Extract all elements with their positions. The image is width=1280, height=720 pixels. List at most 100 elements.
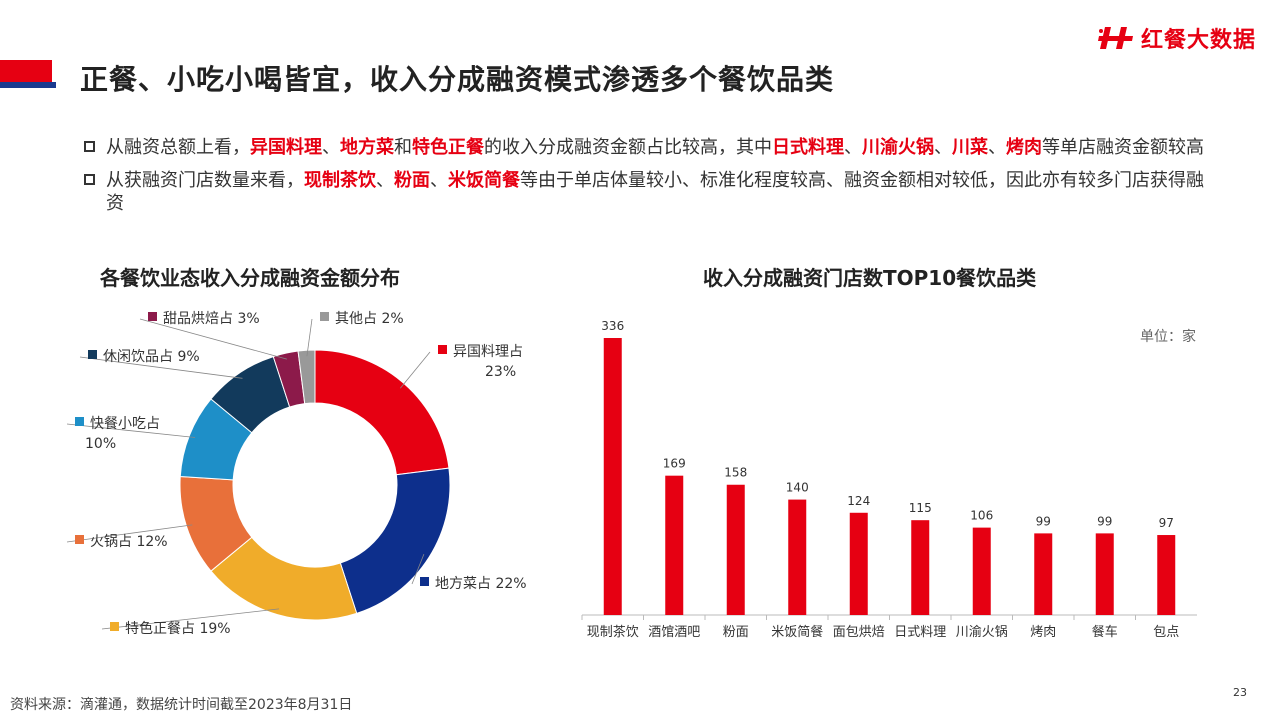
x-tick-label: 面包烘焙 — [833, 625, 885, 640]
source-note: 资料来源：滴灌通，数据统计时间截至2023年8月31日 — [10, 697, 353, 713]
bullet-segment: 、 — [376, 170, 394, 191]
bar — [972, 527, 991, 615]
leader-line — [306, 318, 313, 357]
bullet-segment: 、 — [844, 137, 862, 158]
bar — [665, 475, 684, 615]
leader-line — [399, 351, 431, 389]
bar — [1034, 533, 1053, 615]
slice-label-name: 快餐小吃占 — [90, 416, 160, 432]
legend-swatch — [438, 345, 447, 354]
slice-label-value: 23% — [485, 364, 516, 380]
bar-value-label: 124 — [847, 494, 870, 508]
x-tick-label: 现制茶饮 — [587, 624, 639, 640]
bullet-segment: 、 — [322, 137, 340, 158]
leader-line — [66, 524, 193, 543]
bar — [1157, 535, 1176, 615]
bullet-segment: 从获融资门店数量来看， — [106, 170, 304, 191]
bullet-text: 从获融资门店数量来看，现制茶饮、粉面、米饭简餐等由于单店体量较小、标准化程度较高… — [106, 170, 1204, 214]
highlight-text: 地方菜 — [340, 137, 394, 158]
bullet-box-icon — [84, 174, 95, 185]
bullet-list: 从融资总额上看，异国料理、地方菜和特色正餐的收入分成融资金额占比较高，其中日式料… — [84, 136, 1204, 225]
highlight-text: 特色正餐 — [412, 137, 484, 158]
slice-label: 火锅占 12% — [90, 534, 168, 550]
bullet-box-icon — [84, 141, 95, 152]
bullet-segment: 等单店融资金额较高 — [1042, 137, 1204, 158]
bar-value-label: 140 — [786, 481, 809, 495]
unit-label: 单位：家 — [1140, 328, 1196, 345]
bar-chart-title: 收入分成融资门店数TOP10餐饮品类 — [703, 266, 1037, 290]
legend-swatch — [320, 312, 329, 321]
bar — [849, 512, 868, 615]
bar-chart: 单位：家 336 现制茶饮 169 酒馆酒吧 158 粉面 140 米饭简餐 124 面包烘焙 115… — [581, 319, 1197, 640]
donut-chart-title: 各餐饮业态收入分成融资金额分布 — [100, 266, 400, 290]
leader-line — [66, 423, 196, 438]
highlight-text: 川渝火锅 — [862, 137, 934, 158]
title-accent-red — [0, 60, 52, 86]
leader-line — [139, 318, 287, 360]
highlight-text: 日式料理 — [772, 137, 844, 158]
bar — [603, 338, 622, 615]
bar-value-label: 158 — [724, 466, 747, 480]
slice-label-value: 10% — [85, 436, 116, 452]
bar-value-label: 97 — [1159, 516, 1174, 530]
page-number: 23 — [1233, 686, 1247, 699]
slice-label: 休闲饮品占 9% — [103, 349, 200, 365]
donut-slice — [339, 467, 451, 615]
bullet-item-1: 从融资总额上看，异国料理、地方菜和特色正餐的收入分成融资金额占比较高，其中日式料… — [84, 136, 1204, 159]
bar — [726, 484, 745, 615]
slice-label-name: 异国料理占 — [453, 344, 523, 360]
x-tick-label: 酒馆酒吧 — [648, 625, 700, 640]
legend-swatch — [75, 535, 84, 544]
bar-value-label: 115 — [909, 501, 932, 515]
donut-chart: 异国料理占 23% 地方菜占 22% 特色正餐占 19% 火锅占 12% 快餐小吃占 10%… — [66, 311, 527, 637]
bar-value-label: 99 — [1097, 514, 1112, 528]
highlight-text: 川菜 — [952, 137, 988, 158]
leader-line — [79, 356, 243, 379]
legend-swatch — [88, 350, 97, 359]
bar — [911, 520, 930, 615]
bullet-segment: 等由于单店体量较小、标准化程度较高、融资金额相对较低，因此亦有较多门店获得融资 — [106, 170, 1204, 214]
leader-line — [411, 553, 425, 585]
bullet-segment: 的收入分成融资金额占比较高，其中 — [484, 137, 772, 158]
bar — [1095, 533, 1114, 615]
leader-line — [101, 608, 280, 630]
highlight-text: 异国料理 — [250, 137, 322, 158]
bullet-item-2: 从获融资门店数量来看，现制茶饮、粉面、米饭简餐等由于单店体量较小、标准化程度较高… — [84, 169, 1204, 215]
brand-logo: 红餐大数据 — [1097, 22, 1256, 54]
x-tick-label: 烤肉 — [1030, 625, 1056, 640]
legend-swatch — [148, 312, 157, 321]
bullet-segment: 和 — [394, 137, 412, 158]
x-tick-label: 餐车 — [1092, 624, 1118, 640]
page-title: 正餐、小吃小喝皆宜，收入分成融资模式渗透多个餐饮品类 — [80, 63, 835, 96]
highlight-text: 粉面 — [394, 170, 430, 191]
slice-label: 地方菜占 22% — [435, 576, 527, 592]
bar — [788, 499, 807, 615]
bar-value-label: 106 — [970, 509, 993, 523]
title-accent-blue — [0, 82, 56, 88]
highlight-text: 现制茶饮 — [304, 170, 376, 191]
x-tick-label: 包点 — [1153, 625, 1179, 640]
slice-label: 特色正餐占 19% — [125, 620, 231, 637]
donut-slice — [314, 349, 450, 476]
x-tick-label: 日式料理 — [894, 625, 946, 640]
slice-label: 甜品烘焙占 3% — [163, 311, 260, 327]
legend-swatch — [110, 622, 119, 631]
legend-swatch — [420, 577, 429, 586]
x-tick-label: 米饭简餐 — [771, 624, 823, 640]
logo-h-icon — [1097, 27, 1133, 49]
highlight-text: 烤肉 — [1006, 137, 1042, 158]
bullet-segment: 、 — [988, 137, 1006, 158]
slice-label: 其他占 2% — [335, 311, 404, 327]
bar-value-label: 169 — [663, 457, 686, 471]
bar-value-label: 99 — [1036, 514, 1051, 528]
bullet-segment: 、 — [934, 137, 952, 158]
donut-slice — [297, 349, 316, 405]
highlight-text: 米饭简餐 — [448, 170, 520, 191]
bar-value-label: 336 — [601, 319, 624, 333]
x-tick-label: 川渝火锅 — [956, 624, 1008, 640]
bullet-text: 从融资总额上看，异国料理、地方菜和特色正餐的收入分成融资金额占比较高，其中日式料… — [106, 137, 1204, 158]
bullet-segment: 、 — [430, 170, 448, 191]
legend-swatch — [75, 417, 84, 426]
logo-text: 红餐大数据 — [1140, 28, 1256, 53]
x-tick-label: 粉面 — [723, 625, 749, 640]
